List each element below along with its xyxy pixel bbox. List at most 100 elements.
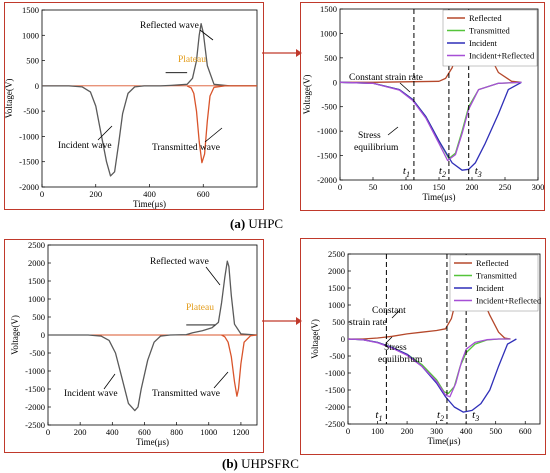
x-tick-label: 300 (430, 426, 443, 436)
arrow-reflected (199, 29, 214, 41)
y-axis-label: Voltage(V) (4, 79, 14, 119)
y-tick-label: -2500 (325, 419, 345, 429)
legend-label: Incident (469, 38, 497, 48)
y-tick-label: 1000 (320, 28, 337, 38)
x-tick-label: 150 (433, 182, 446, 192)
x-tick-label: 0 (46, 427, 50, 437)
caption-b: (b) UHPSFRC (222, 456, 299, 472)
x-tick-label: 300 (532, 182, 545, 192)
series-line-incident-reflected (339, 81, 522, 162)
y-tick-label: 500 (324, 53, 337, 63)
y-tick-label: -1000 (19, 131, 39, 141)
y-tick-label: 1000 (28, 294, 45, 304)
y-tick-label: 500 (32, 312, 45, 322)
time-marker-label: t3 (472, 409, 479, 423)
time-marker-label: t1 (375, 409, 382, 423)
legend-label: Reflected (476, 258, 509, 268)
y-tick-label: 1000 (22, 30, 39, 40)
series-line-transmitted (347, 338, 511, 395)
x-tick-label: 400 (143, 189, 156, 199)
x-tick-label: 1000 (200, 427, 217, 437)
y-tick-label: 2000 (28, 258, 45, 268)
x-tick-label: 100 (400, 182, 413, 192)
x-axis-label: Time(μs) (133, 199, 166, 209)
annotation-incident-wave: Incident wave (64, 389, 118, 399)
x-tick-label: 0 (40, 189, 44, 199)
y-tick-label: 0 (341, 334, 345, 344)
connector-arrow-a-head (296, 49, 302, 57)
annotation-reflected-wave: Reflected wave (140, 20, 199, 31)
y-tick-label: 1500 (320, 4, 337, 14)
x-axis-label: Time(μs) (428, 436, 461, 446)
caption-a-letter: (a) (230, 216, 246, 231)
x-tick-label: 600 (519, 426, 532, 436)
annotation-constant-strain-rate: Constant strain rate (349, 73, 423, 83)
series-line-incident-reflected (347, 338, 511, 398)
annotation-reflected-wave: Reflected wave (150, 256, 209, 267)
plot-area-a-left (41, 9, 258, 188)
y-tick-label: -500 (23, 106, 39, 116)
legend-label: Transmitted (476, 271, 518, 281)
y-tick-label: -1500 (25, 384, 45, 394)
y-tick-label: -500 (329, 351, 345, 361)
arrow-strain-rate (399, 82, 411, 93)
x-tick-label: 0 (346, 426, 350, 436)
caption-b-letter: (b) (222, 456, 238, 471)
annotation-equilibrium: equilibrium (378, 355, 423, 365)
arrow-stress (387, 126, 399, 136)
arrow-transmitted (204, 127, 223, 143)
arrow-strain-rate (391, 309, 401, 319)
y-tick-label: -1000 (325, 368, 345, 378)
x-tick-label: 500 (489, 426, 502, 436)
legend-label: Incident (476, 283, 504, 293)
chart-b-right: -2500-2000-1500-1000-5000500100015002000… (310, 249, 542, 446)
annotation-plateau: Plateau (186, 303, 214, 313)
x-tick-label: 200 (401, 426, 414, 436)
chart-a-right: -2000 -1500 -1000 -500 0 500 1000 1500 0 50 100 150… (302, 4, 544, 202)
caption-b-text: UHPSFRC (241, 456, 299, 471)
y-tick-label: 1500 (28, 276, 45, 286)
series-line-transmitted (186, 85, 257, 164)
y-tick-label: 500 (26, 56, 39, 66)
y-axis-label: Voltage(V) (10, 315, 20, 355)
panel-a-left-frame (4, 2, 264, 210)
x-tick-label: 0 (338, 182, 342, 192)
legend-label: Reflected (469, 13, 502, 23)
connector-arrow-b-head (296, 317, 302, 325)
x-tick-label: 600 (138, 427, 151, 437)
x-tick-label: 400 (106, 427, 119, 437)
y-tick-label: 500 (332, 317, 345, 327)
y-tick-label: -2000 (19, 182, 39, 192)
y-tick-label: 2500 (28, 240, 45, 250)
series-line-transmitted (221, 334, 258, 397)
legend-label: Incident+Reflected (476, 296, 542, 306)
y-tick-label: -1500 (325, 385, 345, 395)
annotation-incident-wave: Incident wave (58, 141, 112, 151)
chart-a-left: -2000 -1500 -1000 -500 0 500 1000 1500 0 200 400 60… (4, 5, 258, 209)
x-tick-label: 200 (89, 189, 102, 199)
x-tick-label: 400 (460, 426, 473, 436)
x-tick-label: 250 (499, 182, 512, 192)
y-tick-label: 1000 (328, 300, 345, 310)
x-axis-label: Time(μs) (423, 192, 456, 202)
time-marker-label: t2 (439, 165, 446, 179)
y-tick-label: -1500 (317, 151, 337, 161)
caption-a-text: UHPC (248, 216, 284, 231)
x-tick-label: 50 (369, 182, 378, 192)
panel-b-left-frame (4, 239, 264, 453)
legend-box (449, 254, 539, 312)
x-tick-label: 600 (197, 189, 210, 199)
annotation-stress: Stress (384, 343, 407, 353)
annotation-equilibrium: equilibrium (354, 143, 399, 153)
annotation-transmitted-wave: Transmitted wave (152, 143, 220, 153)
x-tick-label: 200 (74, 427, 87, 437)
y-tick-label: -2000 (25, 402, 45, 412)
series-line-incident (48, 260, 258, 412)
x-tick-label: 100 (371, 426, 384, 436)
y-tick-label: -2000 (325, 402, 345, 412)
annotation-plateau: Plateau (178, 55, 206, 65)
x-tick-label: 200 (466, 182, 479, 192)
y-tick-label: 0 (333, 77, 337, 87)
y-tick-label: -2500 (25, 420, 45, 430)
